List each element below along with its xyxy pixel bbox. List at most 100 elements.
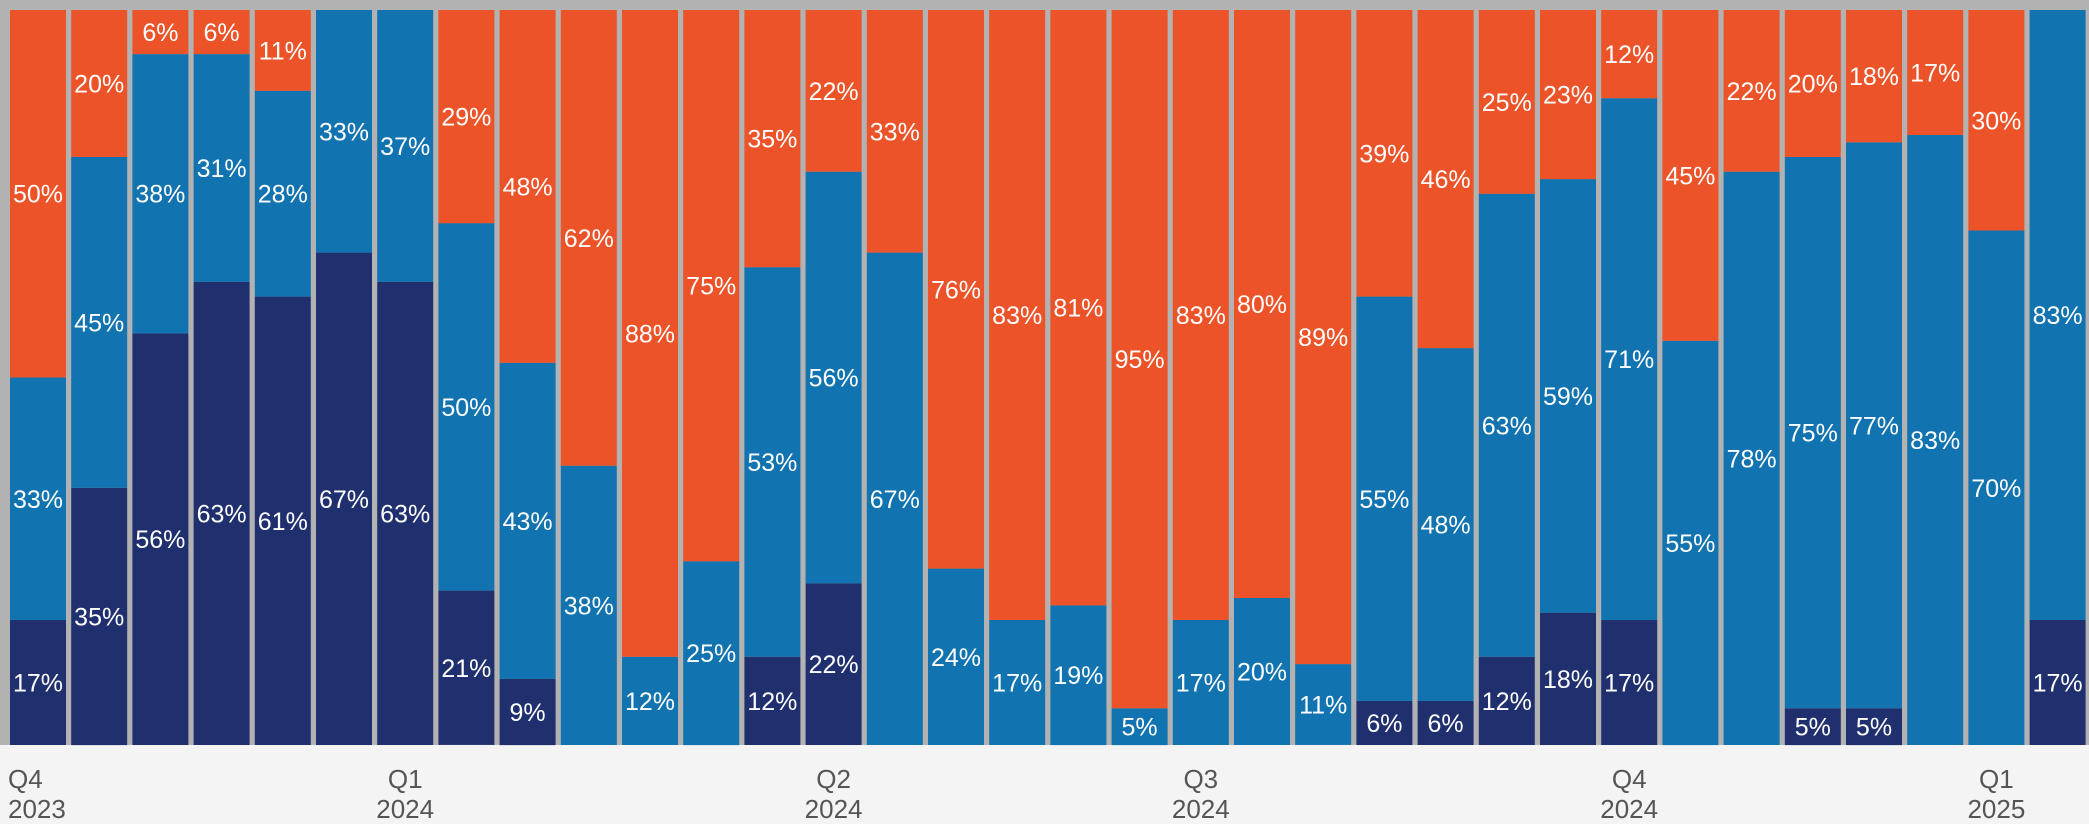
data-label: 6% bbox=[142, 19, 178, 47]
bar-segment-6-series-2 bbox=[316, 10, 372, 253]
data-label: 12% bbox=[625, 688, 675, 716]
bar-segment-8-series-3 bbox=[438, 10, 495, 224]
bar-segment-16-series-3 bbox=[928, 10, 984, 569]
data-label: 55% bbox=[1665, 530, 1715, 558]
data-label: 6% bbox=[204, 19, 240, 47]
data-label: 76% bbox=[931, 276, 981, 304]
bar-segment-22-series-3 bbox=[1295, 10, 1352, 665]
data-label: 61% bbox=[258, 508, 308, 536]
data-label: 17% bbox=[992, 670, 1042, 698]
data-label: 83% bbox=[2033, 302, 2083, 330]
data-label: 63% bbox=[1482, 412, 1532, 440]
bar-segment-2-series-2 bbox=[71, 157, 128, 488]
bar-segment-25-series-1 bbox=[1478, 656, 1535, 745]
data-label: 45% bbox=[1665, 162, 1715, 190]
data-label: 48% bbox=[1421, 512, 1471, 540]
data-label: 75% bbox=[1788, 420, 1838, 448]
bar-segment-5-series-2 bbox=[254, 90, 311, 297]
x-tick-quarter: Q1 bbox=[1979, 764, 2014, 794]
data-label: 56% bbox=[135, 526, 185, 554]
bar-segment-34-series-2 bbox=[2029, 10, 2086, 620]
data-label: 12% bbox=[1482, 688, 1532, 716]
data-label: 63% bbox=[197, 501, 247, 529]
data-label: 59% bbox=[1543, 383, 1593, 411]
x-tick-year: 2024 bbox=[376, 794, 434, 824]
data-label: 38% bbox=[564, 592, 614, 620]
bar-segment-10-series-2 bbox=[560, 465, 617, 745]
bar-segment-7-series-1 bbox=[377, 281, 434, 745]
bar-segment-1-series-1 bbox=[10, 620, 66, 745]
bar-segment-5-series-3 bbox=[254, 10, 311, 91]
data-label: 12% bbox=[747, 688, 797, 716]
data-label: 75% bbox=[686, 273, 736, 301]
bar-segment-12-series-3 bbox=[683, 10, 740, 562]
bar-segment-9-series-2 bbox=[499, 362, 556, 679]
bar-segment-18-series-3 bbox=[1050, 10, 1107, 606]
data-label: 5% bbox=[1856, 714, 1892, 742]
data-label: 17% bbox=[13, 670, 63, 698]
data-label: 6% bbox=[1366, 710, 1402, 738]
data-label: 67% bbox=[319, 486, 369, 514]
data-label: 23% bbox=[1543, 82, 1593, 110]
data-label: 35% bbox=[74, 603, 124, 631]
data-label: 5% bbox=[1795, 714, 1831, 742]
x-tick-quarter: Q2 bbox=[816, 764, 851, 794]
data-label: 12% bbox=[1604, 41, 1654, 69]
bar-segment-11-series-2 bbox=[622, 656, 678, 745]
bar-segment-30-series-2 bbox=[1784, 157, 1841, 709]
data-label: 17% bbox=[1176, 670, 1226, 698]
data-label: 78% bbox=[1727, 445, 1777, 473]
data-label: 31% bbox=[197, 155, 247, 183]
bar-segment-11-series-3 bbox=[622, 10, 678, 657]
bar-segment-14-series-3 bbox=[805, 10, 862, 172]
bar-segment-4-series-1 bbox=[193, 281, 250, 745]
bar-segment-9-series-1 bbox=[499, 678, 556, 746]
bar-segment-31-series-3 bbox=[1846, 10, 1902, 143]
data-label: 24% bbox=[931, 644, 981, 672]
data-label: 77% bbox=[1849, 412, 1899, 440]
data-label: 9% bbox=[510, 699, 546, 727]
bar-segment-29-series-3 bbox=[1723, 10, 1780, 172]
data-label: 17% bbox=[1604, 670, 1654, 698]
bar-segment-2-series-1 bbox=[71, 487, 128, 746]
data-label: 11% bbox=[1299, 692, 1347, 720]
bar-segment-33-series-3 bbox=[1968, 10, 2025, 231]
bar-segment-14-series-2 bbox=[805, 171, 862, 584]
data-label: 50% bbox=[13, 181, 63, 209]
bar-segment-24-series-3 bbox=[1417, 10, 1474, 349]
bar-segment-23-series-3 bbox=[1356, 10, 1413, 297]
data-label: 33% bbox=[870, 118, 920, 146]
bar-segment-34-series-1 bbox=[2029, 620, 2086, 745]
data-label: 95% bbox=[1115, 346, 1165, 374]
bar-segment-26-series-2 bbox=[1540, 179, 1596, 613]
data-label: 22% bbox=[809, 78, 859, 106]
data-label: 11% bbox=[259, 37, 307, 65]
x-tick-quarter: Q1 bbox=[388, 764, 423, 794]
bar-segment-15-series-2 bbox=[866, 252, 923, 745]
bar-segment-17-series-3 bbox=[989, 10, 1046, 620]
bar-segment-13-series-3 bbox=[744, 10, 801, 268]
data-label: 80% bbox=[1237, 291, 1287, 319]
bar-segment-26-series-3 bbox=[1540, 10, 1596, 180]
bar-segment-32-series-2 bbox=[1907, 135, 1964, 745]
bar-segment-9-series-3 bbox=[499, 10, 556, 363]
bar-segment-20-series-2 bbox=[1172, 620, 1229, 745]
x-tick-quarter: Q3 bbox=[1183, 764, 1218, 794]
bar-segment-25-series-2 bbox=[1478, 193, 1535, 657]
data-label: 83% bbox=[1910, 427, 1960, 455]
data-label: 33% bbox=[13, 486, 63, 514]
bar-segment-23-series-2 bbox=[1356, 296, 1413, 701]
bar-segment-19-series-2 bbox=[1111, 708, 1168, 746]
data-label: 56% bbox=[809, 365, 859, 393]
data-label: 30% bbox=[1971, 107, 2021, 135]
data-label: 22% bbox=[809, 651, 859, 679]
data-label: 46% bbox=[1421, 166, 1471, 194]
data-label: 5% bbox=[1122, 714, 1158, 742]
x-tick-year: 2024 bbox=[1600, 794, 1658, 824]
bar-segment-31-series-1 bbox=[1846, 708, 1902, 746]
data-label: 29% bbox=[441, 104, 491, 132]
x-tick-quarter: Q4 bbox=[8, 764, 43, 794]
bar-segment-1-series-2 bbox=[10, 377, 66, 621]
data-label: 17% bbox=[2033, 670, 2083, 698]
bar-segment-7-series-2 bbox=[377, 10, 434, 282]
